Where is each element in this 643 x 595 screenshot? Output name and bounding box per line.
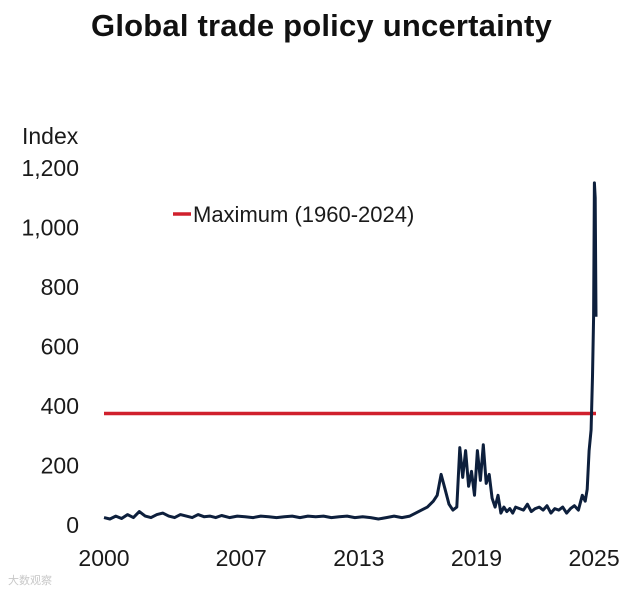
- x-tick-label: 2007: [216, 545, 267, 571]
- y-tick-label: 200: [41, 453, 79, 479]
- x-tick-label: 2000: [78, 545, 129, 571]
- y-tick-label: 800: [41, 274, 79, 300]
- x-tick-label: 2019: [451, 545, 502, 571]
- y-tick-label: 1,200: [21, 155, 79, 181]
- x-tick-label: 2013: [333, 545, 384, 571]
- y-tick-label: 600: [41, 334, 79, 360]
- chart-title: Global trade policy uncertainty: [91, 8, 552, 43]
- legend-label: Maximum (1960-2024): [193, 202, 414, 227]
- x-axis-ticks: 2000 2007 2013 2019 2025: [78, 545, 619, 571]
- legend: Maximum (1960-2024): [173, 202, 414, 227]
- y-tick-label: 400: [41, 393, 79, 419]
- x-tick-label: 2025: [568, 545, 619, 571]
- y-axis-title: Index: [22, 123, 79, 149]
- y-tick-label: 0: [66, 512, 79, 538]
- watermark: 大数观察: [8, 575, 52, 587]
- uncertainty-series-line: [103, 181, 598, 521]
- y-axis-ticks: 0 200 400 600 800 1,000 1,200: [21, 155, 79, 538]
- y-tick-label: 1,000: [21, 215, 79, 241]
